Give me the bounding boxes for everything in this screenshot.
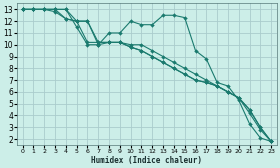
- X-axis label: Humidex (Indice chaleur): Humidex (Indice chaleur): [91, 156, 202, 164]
